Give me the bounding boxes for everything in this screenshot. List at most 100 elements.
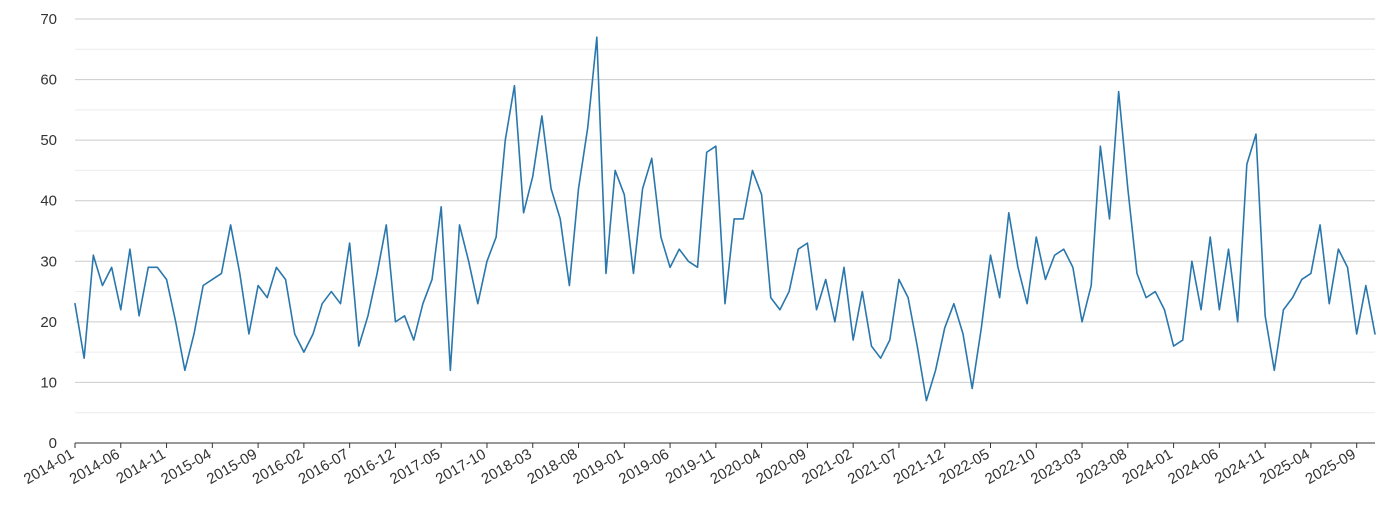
data-point — [906, 295, 911, 300]
data-point — [475, 301, 480, 306]
data-point — [237, 271, 242, 276]
data-point — [887, 338, 892, 343]
data-point — [219, 271, 224, 276]
data-point — [832, 319, 837, 324]
x-tick-label: 2020-04 — [707, 446, 763, 488]
data-point — [787, 289, 792, 294]
data-point — [146, 265, 151, 270]
data-point — [896, 277, 901, 282]
data-point — [375, 271, 380, 276]
data-point — [741, 216, 746, 221]
data-point — [127, 247, 132, 252]
data-point — [402, 313, 407, 318]
data-point — [1217, 307, 1222, 312]
data-point — [988, 253, 993, 258]
x-tick-label: 2023-08 — [1074, 446, 1130, 488]
y-tick-label: 30 — [40, 253, 57, 270]
data-point — [1363, 283, 1368, 288]
data-point — [228, 222, 233, 227]
data-point — [732, 216, 737, 221]
y-tick-label: 0 — [49, 435, 57, 452]
data-point — [1025, 301, 1030, 306]
data-point — [640, 186, 645, 191]
data-point — [109, 265, 114, 270]
data-point — [301, 350, 306, 355]
data-point — [420, 301, 425, 306]
x-tick-label: 2017-05 — [387, 446, 443, 488]
data-point — [1244, 162, 1249, 167]
data-point — [1080, 319, 1085, 324]
data-point — [1034, 235, 1039, 240]
data-point — [73, 301, 78, 306]
data-point — [603, 271, 608, 276]
x-tick-label: 2015-09 — [204, 446, 260, 488]
data-point — [365, 313, 370, 318]
data-point — [1208, 235, 1213, 240]
data-point — [1354, 331, 1359, 336]
x-tick-label: 2022-05 — [936, 446, 992, 488]
x-tick-label: 2016-02 — [250, 446, 306, 488]
data-point — [796, 247, 801, 252]
data-point — [164, 277, 169, 282]
data-point — [970, 386, 975, 391]
data-point — [933, 368, 938, 373]
data-point — [631, 271, 636, 276]
grid — [75, 18, 1375, 414]
data-point — [283, 277, 288, 282]
data-point — [182, 368, 187, 373]
data-point — [100, 283, 105, 288]
data-point — [118, 307, 123, 312]
data-point — [768, 295, 773, 300]
y-tick-label: 50 — [40, 132, 57, 149]
data-point — [512, 83, 517, 88]
data-point — [1089, 283, 1094, 288]
data-point — [576, 186, 581, 191]
data-point — [1144, 295, 1149, 300]
data-point — [439, 204, 444, 209]
data-point — [814, 307, 819, 312]
data-point — [851, 338, 856, 343]
x-tick-label: 2014-01 — [21, 446, 77, 488]
data-point — [173, 319, 178, 324]
data-point — [1116, 89, 1121, 94]
x-tick-label: 2025-04 — [1257, 446, 1313, 488]
x-tick-label: 2014-06 — [67, 446, 123, 488]
x-tick-label: 2019-01 — [570, 446, 626, 488]
x-tick-label: 2016-12 — [341, 446, 397, 488]
data-point — [1125, 186, 1130, 191]
data-point — [567, 283, 572, 288]
data-point — [723, 301, 728, 306]
data-point — [530, 174, 535, 179]
data-point — [979, 325, 984, 330]
data-point — [210, 277, 215, 282]
data-point — [430, 277, 435, 282]
x-tick-label: 2023-03 — [1028, 446, 1084, 488]
data-point — [466, 259, 471, 264]
data-point — [1318, 222, 1323, 227]
x-tick-label: 2024-01 — [1119, 446, 1175, 488]
data-point — [1070, 265, 1075, 270]
data-point — [1327, 301, 1332, 306]
data-point — [677, 247, 682, 252]
data-point — [91, 253, 96, 258]
data-point — [1162, 307, 1167, 312]
data-point — [82, 356, 87, 361]
data-point — [649, 156, 654, 161]
data-point — [860, 289, 865, 294]
data-point — [658, 235, 663, 240]
x-tick-label: 2018-08 — [524, 446, 580, 488]
data-point — [823, 277, 828, 282]
data-point — [961, 331, 966, 336]
data-point — [329, 289, 334, 294]
x-tick-label: 2024-11 — [1212, 446, 1267, 488]
data-point — [1107, 216, 1112, 221]
data-point — [1235, 319, 1240, 324]
data-point — [338, 301, 343, 306]
y-tick-label: 40 — [40, 193, 57, 210]
x-tick-label: 2021-02 — [799, 446, 855, 488]
data-point — [1171, 344, 1176, 349]
data-point — [1373, 331, 1378, 336]
data-point — [594, 35, 599, 40]
data-point — [759, 192, 764, 197]
